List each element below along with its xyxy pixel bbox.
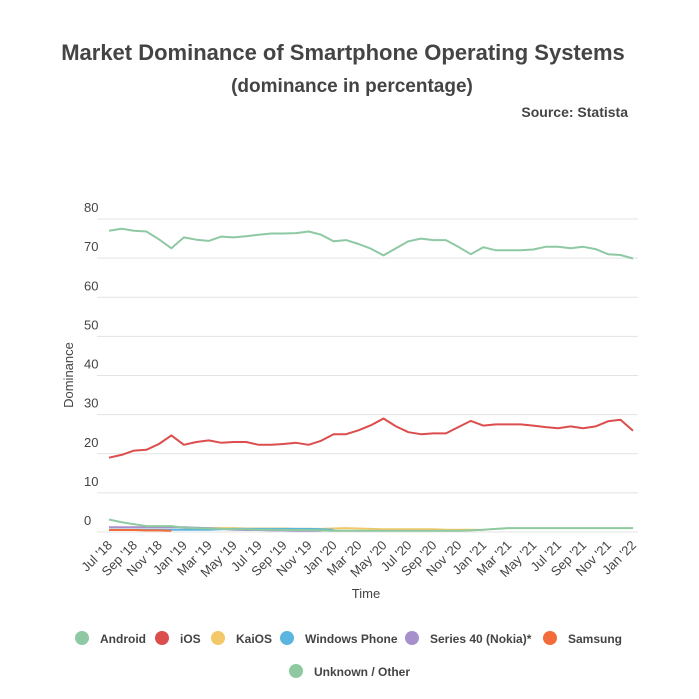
y-tick-label: 40 — [84, 357, 98, 372]
y-tick-label: 70 — [84, 239, 98, 254]
legend-marker — [405, 631, 419, 645]
legend-marker — [155, 631, 169, 645]
legend-marker — [211, 631, 225, 645]
chart-subtitle: (dominance in percentage) — [231, 76, 473, 97]
legend-label: iOS — [180, 632, 201, 646]
source-note: Source: Statista — [521, 104, 628, 120]
legend-label: Series 40 (Nokia)* — [430, 632, 532, 646]
y-tick-label: 60 — [84, 278, 98, 293]
legend-label: Android — [100, 632, 146, 646]
legend-marker — [543, 631, 557, 645]
legend-marker — [289, 664, 303, 678]
series-line — [108, 417, 634, 459]
y-tick-label: 10 — [84, 474, 98, 489]
legend-label: Unknown / Other — [314, 665, 410, 679]
y-tick-label: 20 — [84, 435, 98, 450]
y-tick-label: 80 — [84, 200, 98, 215]
series-line — [109, 529, 172, 532]
legend-label: KaiOS — [236, 632, 272, 646]
y-axis-label: Dominance — [61, 342, 76, 408]
series-line — [108, 518, 633, 532]
y-tick-label: 50 — [84, 317, 98, 332]
legend-marker — [75, 631, 89, 645]
legend-label: Windows Phone — [305, 632, 398, 646]
legend-label: Samsung — [568, 632, 622, 646]
y-tick-label: 30 — [84, 396, 98, 411]
chart-title: Market Dominance of Smartphone Operating… — [61, 40, 625, 65]
y-tick-label: 0 — [84, 513, 91, 528]
series-line — [108, 227, 634, 260]
legend-marker — [280, 631, 294, 645]
x-axis-label: Time — [352, 586, 380, 601]
